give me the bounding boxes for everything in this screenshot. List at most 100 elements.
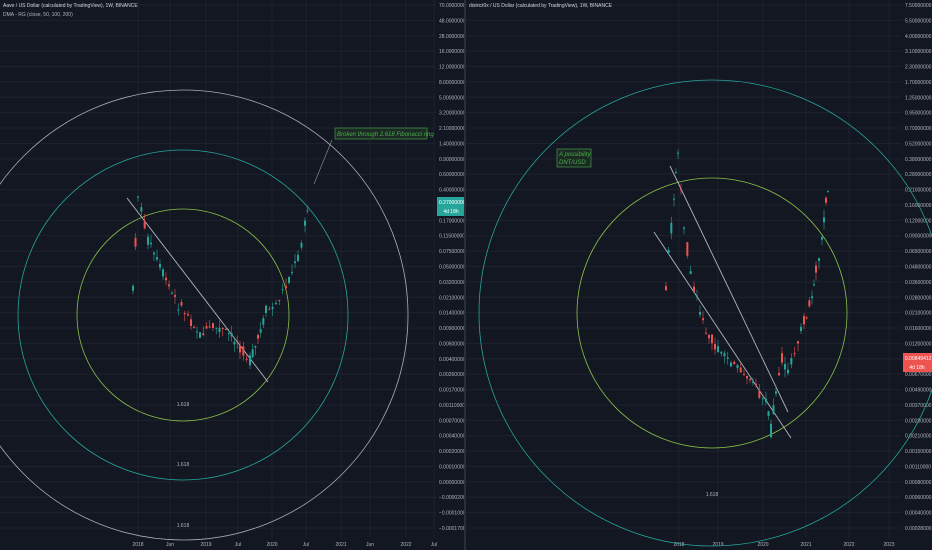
- candle-body: [271, 307, 274, 309]
- candle-body: [205, 326, 208, 329]
- y-tick-label: 70.00000000: [439, 3, 466, 9]
- candle-body: [285, 286, 287, 289]
- candle-body: [775, 391, 777, 394]
- candle-body: [730, 362, 732, 367]
- x-tick-label: Jun: [166, 542, 174, 548]
- y-tick-label: 0.00110000: [439, 403, 465, 409]
- fib-ring-label: 1.618: [177, 402, 190, 408]
- fib-ring-inner: [576, 177, 848, 449]
- y-tick-label: 16.00000000: [439, 49, 466, 55]
- candle-body: [187, 314, 189, 316]
- x-tick-label: Jul: [303, 542, 309, 548]
- candle-body: [259, 329, 262, 333]
- candle-body: [778, 372, 780, 376]
- y-tick-label: 0.00040000: [905, 511, 932, 517]
- candle-body: [180, 302, 183, 306]
- y-tick-label: 0.00490000: [905, 388, 932, 394]
- fib-ring-inner: [76, 208, 290, 422]
- candle-body: [150, 242, 152, 245]
- candle-body: [675, 172, 677, 174]
- candle-body: [159, 264, 161, 268]
- candle-body: [262, 318, 265, 325]
- price-tag-countdown: 4d 18h: [909, 365, 925, 371]
- candle-body: [132, 285, 134, 291]
- y-tick-label: 0.00260000: [439, 372, 466, 378]
- y-tick-label: 12.00000000: [439, 65, 466, 71]
- candle-body: [784, 364, 786, 370]
- candle-body: [281, 289, 284, 291]
- left-chart-canvas[interactable]: 70.00000000 48.00000000 28.00000000 16.0000…: [0, 0, 466, 550]
- y-tick-label: −0.00002000: [439, 495, 466, 501]
- candle-body: [683, 227, 685, 229]
- candle-body: [168, 284, 170, 287]
- trend-line: [126, 197, 269, 383]
- candle-body: [800, 326, 802, 331]
- candle-body: [257, 334, 259, 339]
- candle-body: [693, 286, 695, 293]
- candle-body: [265, 305, 267, 314]
- candle-body: [673, 198, 675, 200]
- candle-body: [743, 373, 745, 375]
- x-tick-label: 2019: [712, 542, 723, 548]
- candle-body: [827, 191, 829, 193]
- y-tick-label: 2.30000000: [905, 65, 932, 71]
- candle-body: [770, 423, 772, 438]
- y-tick-label: 0.16000000: [905, 203, 932, 209]
- candle-body: [153, 252, 155, 255]
- y-tick-label: 0.00020000: [439, 449, 466, 455]
- pane-divider[interactable]: [464, 0, 466, 550]
- x-tick-label: 2022: [400, 542, 411, 548]
- right-chart-pane[interactable]: 7.50000000 5.50000000 4.00000000 3.10000000…: [466, 0, 932, 550]
- candle-body: [793, 353, 796, 355]
- candle-body: [268, 308, 271, 310]
- candle-body: [720, 351, 723, 354]
- candle-body: [699, 311, 701, 315]
- fib-ring-outer: [0, 89, 409, 541]
- candle-body: [803, 315, 805, 325]
- y-tick-label: 0.01600000: [905, 326, 932, 332]
- candle-body: [749, 378, 751, 381]
- candle-body: [306, 210, 309, 212]
- price-tag: [903, 353, 932, 372]
- candle-body: [162, 269, 164, 277]
- y-tick-label: 5.50000000: [905, 18, 932, 24]
- candle-body: [202, 333, 205, 336]
- y-tick-label: 0.40000000: [439, 188, 466, 194]
- y-tick-label: 0.09000000: [905, 234, 932, 240]
- x-tick-label: 2023: [883, 542, 894, 548]
- y-tick-label: 0.04800000: [905, 265, 932, 271]
- y-tick-label: 5.00000000: [439, 95, 466, 101]
- candle-body: [249, 355, 251, 366]
- left-chart-pane[interactable]: 70.00000000 48.00000000 28.00000000 16.0000…: [0, 0, 466, 550]
- candle-body: [242, 346, 245, 356]
- y-tick-label: 0.02800000: [905, 295, 932, 301]
- x-tick-label: 2020: [266, 542, 277, 548]
- fib-ring-outer: [478, 79, 932, 547]
- y-tick-label: 0.17000000: [439, 218, 466, 224]
- right-chart-canvas[interactable]: 7.50000000 5.50000000 4.00000000 3.10000000…: [466, 0, 932, 550]
- candle-body: [275, 303, 277, 305]
- candle-body: [717, 346, 719, 353]
- candle-body: [208, 326, 211, 328]
- y-tick-label: 7.50000000: [905, 3, 932, 9]
- candle-body: [708, 334, 710, 339]
- candle-body: [813, 284, 815, 286]
- fib-ring-label: 1.618: [706, 492, 719, 498]
- y-tick-label: 0.00900000: [439, 326, 466, 332]
- candle-body: [134, 237, 137, 247]
- y-tick-label: 8.00000000: [439, 80, 466, 86]
- candle-body: [821, 237, 823, 240]
- annotation-text-line2: DNT/USD: [559, 160, 586, 166]
- candle-body: [781, 353, 783, 363]
- left-indicator-legend: DMA - RG (close, 50, 100, 200): [3, 12, 73, 18]
- y-tick-label: 0.00040000: [439, 434, 466, 440]
- y-tick-label: 0.70000000: [905, 126, 932, 132]
- y-tick-label: 0.00080000: [905, 480, 932, 486]
- y-tick-label: 0.00210000: [905, 434, 932, 440]
- y-tick-label: 1.25000000: [905, 95, 932, 101]
- y-tick-label: 0.02100000: [905, 311, 932, 317]
- y-tick-label: −0.00017000: [439, 526, 466, 532]
- candle-body: [291, 272, 293, 274]
- annotation-box: [334, 127, 428, 140]
- candle-body: [300, 242, 303, 248]
